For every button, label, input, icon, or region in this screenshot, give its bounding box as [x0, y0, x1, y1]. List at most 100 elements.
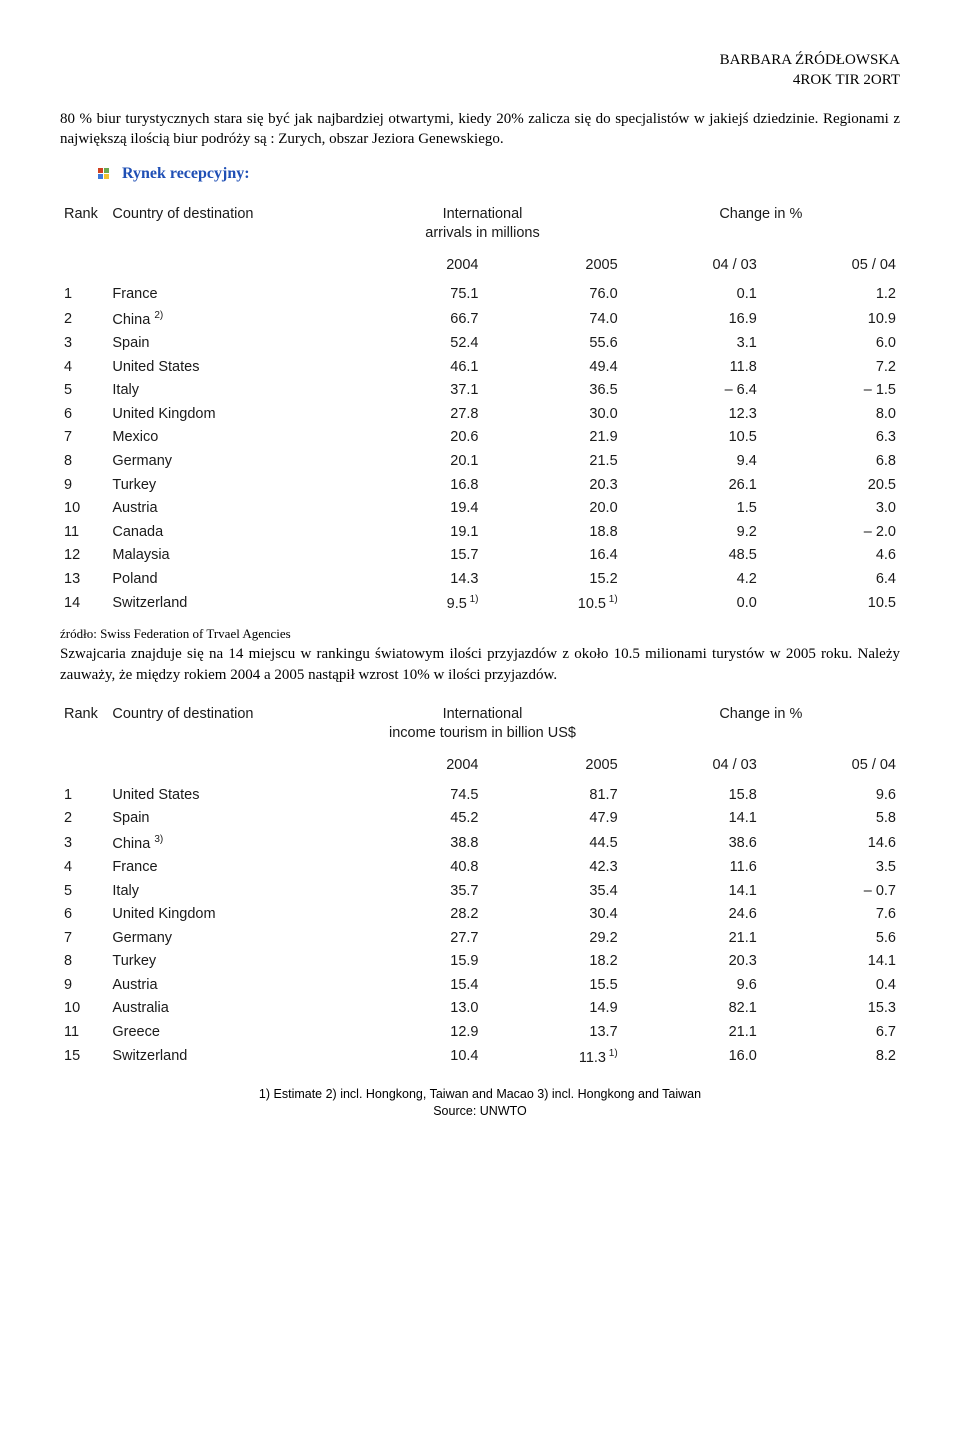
t2-y3: 04 / 03	[622, 754, 761, 784]
cell-value: 10.5	[761, 591, 900, 616]
table-row: 2China 2)66.774.016.910.9	[60, 307, 900, 332]
table-row: 10Austria19.420.01.53.0	[60, 497, 900, 521]
table-row: 4France40.842.311.63.5	[60, 856, 900, 880]
cell-country: Turkey	[108, 950, 343, 974]
cell-value: 28.2	[343, 903, 482, 927]
table-row: 2Spain45.247.914.15.8	[60, 807, 900, 831]
cell-value: 21.1	[622, 1021, 761, 1045]
cell-value: 15.2	[483, 568, 622, 592]
paragraph-1: 80 % biur turystycznych stara się być ja…	[60, 109, 900, 150]
t2-h-rank: Rank	[60, 703, 108, 725]
table-row: 9Austria15.415.59.60.4	[60, 974, 900, 998]
t1-h-change: Change in %	[622, 203, 900, 225]
cell-value: 15.5	[483, 974, 622, 998]
cell-value: 36.5	[483, 379, 622, 403]
cell-value: 74.0	[483, 307, 622, 332]
cell-country: Italy	[108, 880, 343, 904]
cell-rank: 6	[60, 903, 108, 927]
cell-value: 10.5 1)	[483, 591, 622, 616]
cell-value: 20.5	[761, 474, 900, 498]
cell-value: 5.8	[761, 807, 900, 831]
table-row: 3China 3)38.844.538.614.6	[60, 831, 900, 856]
table-row: 1France75.176.00.11.2	[60, 283, 900, 307]
cell-value: 7.2	[761, 356, 900, 380]
table-row: 10Australia13.014.982.115.3	[60, 997, 900, 1021]
cell-value: 14.1	[622, 880, 761, 904]
cell-value: 27.7	[343, 927, 482, 951]
header-name: BARBARA ŹRÓDŁOWSKA	[60, 50, 900, 70]
cell-value: 20.3	[483, 474, 622, 498]
cell-rank: 8	[60, 950, 108, 974]
cell-value: 20.1	[343, 450, 482, 474]
cell-value: 10.5	[622, 426, 761, 450]
cell-value: 47.9	[483, 807, 622, 831]
table-row: 7Germany27.729.221.15.6	[60, 927, 900, 951]
cell-rank: 10	[60, 497, 108, 521]
cell-rank: 7	[60, 426, 108, 450]
table-row: 12Malaysia15.716.448.54.6	[60, 544, 900, 568]
cell-value: 19.4	[343, 497, 482, 521]
cell-value: 11.3 1)	[483, 1045, 622, 1070]
t1-h-intl-sub: arrivals in millions	[343, 224, 621, 254]
table-row: 14Switzerland9.5 1)10.5 1)0.010.5	[60, 591, 900, 616]
cell-country: Greece	[108, 1021, 343, 1045]
cell-country: China 3)	[108, 831, 343, 856]
cell-country: Austria	[108, 974, 343, 998]
cell-rank: 13	[60, 568, 108, 592]
cell-rank: 5	[60, 880, 108, 904]
cell-country: Canada	[108, 521, 343, 545]
cell-value: 42.3	[483, 856, 622, 880]
t2-h-intl-sub: income tourism in billion US$	[343, 724, 621, 754]
cell-value: 49.4	[483, 356, 622, 380]
cell-value: 6.4	[761, 568, 900, 592]
cell-value: 76.0	[483, 283, 622, 307]
t2-y1: 2004	[343, 754, 482, 784]
cell-rank: 14	[60, 591, 108, 616]
t1-y4: 05 / 04	[761, 254, 900, 284]
cell-value: 8.0	[761, 403, 900, 427]
cell-rank: 1	[60, 283, 108, 307]
cell-value: 9.6	[622, 974, 761, 998]
cell-country: Australia	[108, 997, 343, 1021]
page-header: BARBARA ŹRÓDŁOWSKA 4ROK TIR 2ORT	[60, 50, 900, 91]
cell-rank: 12	[60, 544, 108, 568]
cell-country: Spain	[108, 332, 343, 356]
table-row: 8Turkey15.918.220.314.1	[60, 950, 900, 974]
cell-value: – 2.0	[761, 521, 900, 545]
cell-value: 38.8	[343, 831, 482, 856]
cell-value: 26.1	[622, 474, 761, 498]
table-row: 4United States46.149.411.87.2	[60, 356, 900, 380]
cell-value: 0.1	[622, 283, 761, 307]
cell-value: 14.1	[761, 950, 900, 974]
cell-value: 35.4	[483, 880, 622, 904]
paragraph-2: Szwajcaria znajduje się na 14 miejscu w …	[60, 644, 900, 685]
cell-value: 16.9	[622, 307, 761, 332]
cell-value: 6.0	[761, 332, 900, 356]
table-row: 13Poland14.315.24.26.4	[60, 568, 900, 592]
cell-rank: 4	[60, 356, 108, 380]
cell-value: 8.2	[761, 1045, 900, 1070]
cell-country: Poland	[108, 568, 343, 592]
cell-value: 20.6	[343, 426, 482, 450]
t2-h-change: Change in %	[622, 703, 900, 725]
footnote: 1) Estimate 2) incl. Hongkong, Taiwan an…	[60, 1086, 900, 1121]
cell-value: 35.7	[343, 880, 482, 904]
cell-value: 6.8	[761, 450, 900, 474]
cell-value: 27.8	[343, 403, 482, 427]
t1-h-intl: International	[343, 203, 621, 225]
cell-country: United States	[108, 784, 343, 808]
cell-value: 16.0	[622, 1045, 761, 1070]
cell-value: 3.1	[622, 332, 761, 356]
table-row: 8Germany20.121.59.46.8	[60, 450, 900, 474]
table-1: Rank Country of destination Internationa…	[60, 203, 900, 617]
cell-value: 13.0	[343, 997, 482, 1021]
cell-value: 0.0	[622, 591, 761, 616]
cell-value: 0.4	[761, 974, 900, 998]
cell-country: Switzerland	[108, 591, 343, 616]
cell-country: Italy	[108, 379, 343, 403]
cell-value: 29.2	[483, 927, 622, 951]
header-sub: 4ROK TIR 2ORT	[60, 70, 900, 90]
cell-value: 10.9	[761, 307, 900, 332]
cell-value: 18.2	[483, 950, 622, 974]
t2-h-intl: International	[343, 703, 621, 725]
